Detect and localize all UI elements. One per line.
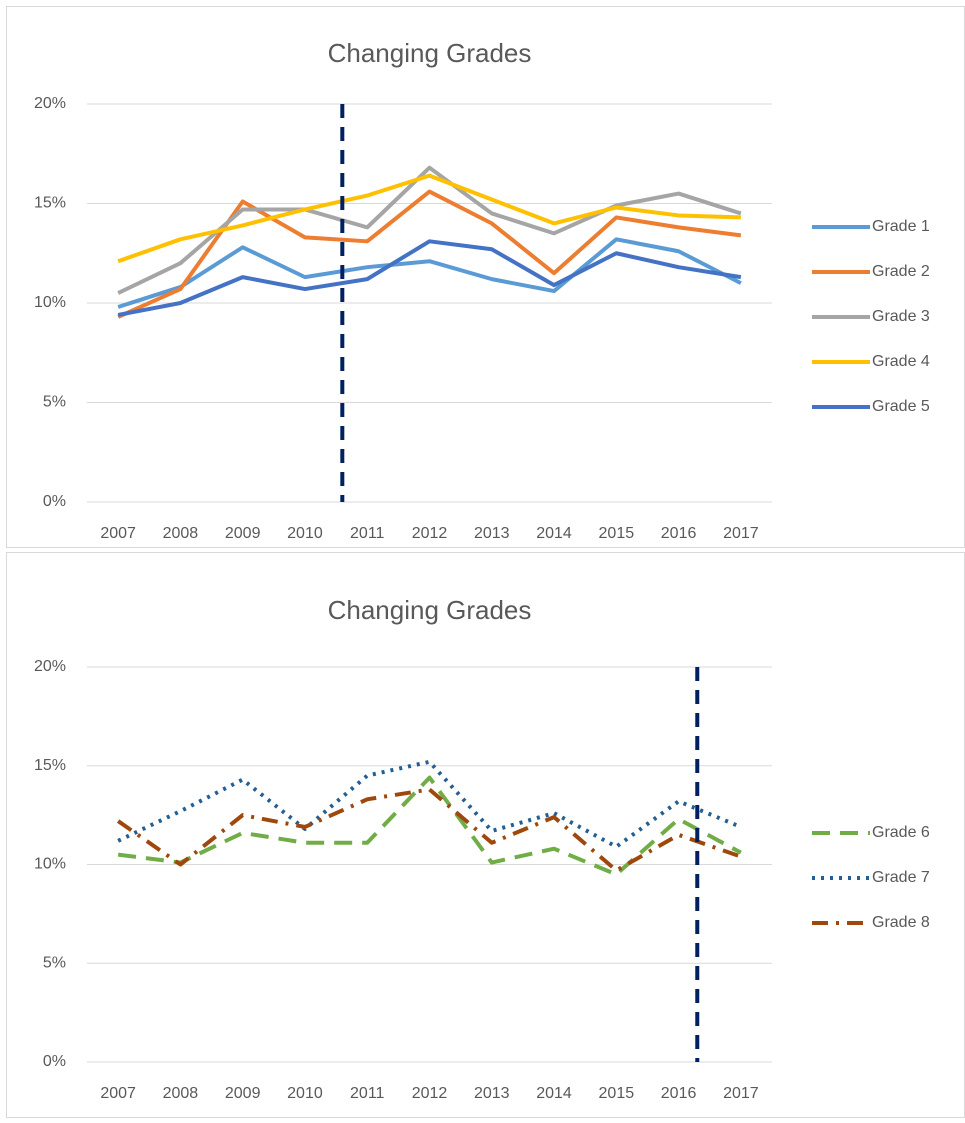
series-line <box>117 237 742 309</box>
x-tick-label: 2016 <box>661 525 697 542</box>
legend-label: Grade 4 <box>872 353 930 370</box>
x-tick-label: 2015 <box>599 525 635 542</box>
x-tick-label: 2014 <box>536 525 572 542</box>
x-tick-label: 2010 <box>287 525 323 542</box>
legend-label: Grade 6 <box>872 824 930 841</box>
x-tick-label: 2013 <box>474 1085 510 1102</box>
legend-label: Grade 1 <box>872 218 930 235</box>
chart: Changing Grades 0% 5% 10% 15% 20% 2007 2008 2009… <box>6 6 965 548</box>
x-tick-label: 2010 <box>287 1085 323 1102</box>
y-tick-label: 0% <box>43 1053 66 1070</box>
legend-label: Grade 3 <box>872 308 930 325</box>
x-tick-label: 2007 <box>100 525 136 542</box>
x-tick-label: 2013 <box>474 525 510 542</box>
y-tick-label: 10% <box>34 856 66 873</box>
y-tick-label: 15% <box>34 195 66 212</box>
x-tick-label: 2011 <box>350 525 385 542</box>
chart-title: Changing Grades <box>328 38 532 68</box>
y-tick-label: 0% <box>43 493 66 510</box>
series-line <box>117 775 742 877</box>
legend-label: Grade 7 <box>872 869 930 886</box>
series-line <box>117 165 742 295</box>
y-tick-label: 20% <box>34 95 66 112</box>
x-tick-label: 2016 <box>661 1085 697 1102</box>
x-tick-label: 2012 <box>412 1085 448 1102</box>
legend-label: Grade 8 <box>872 914 930 931</box>
legend-label: Grade 5 <box>872 398 930 415</box>
x-tick-label: 2017 <box>723 525 759 542</box>
y-tick-label: 5% <box>43 954 66 971</box>
series-line <box>117 173 741 264</box>
legend-label: Grade 2 <box>872 263 930 280</box>
y-tick-label: 5% <box>43 394 66 411</box>
series-line <box>116 787 742 873</box>
x-tick-label: 2017 <box>723 1085 759 1102</box>
y-tick-label: 15% <box>34 757 66 774</box>
x-tick-label: 2014 <box>536 1085 572 1102</box>
x-tick-label: 2011 <box>350 1085 385 1102</box>
chart: Changing Grades 0% 5% 10% 15% 20% 2007 2008 2009… <box>6 552 965 1118</box>
x-tick-label: 2009 <box>225 1085 261 1102</box>
chart-title: Changing Grades <box>328 595 532 625</box>
series-line <box>117 759 742 849</box>
x-tick-label: 2009 <box>225 525 261 542</box>
x-tick-label: 2008 <box>163 1085 199 1102</box>
y-tick-label: 10% <box>34 294 66 311</box>
y-tick-label: 20% <box>34 658 66 675</box>
x-tick-label: 2008 <box>163 525 199 542</box>
series-line <box>117 239 742 317</box>
x-tick-label: 2012 <box>412 525 448 542</box>
x-tick-label: 2015 <box>599 1085 635 1102</box>
x-tick-label: 2007 <box>100 1085 136 1102</box>
